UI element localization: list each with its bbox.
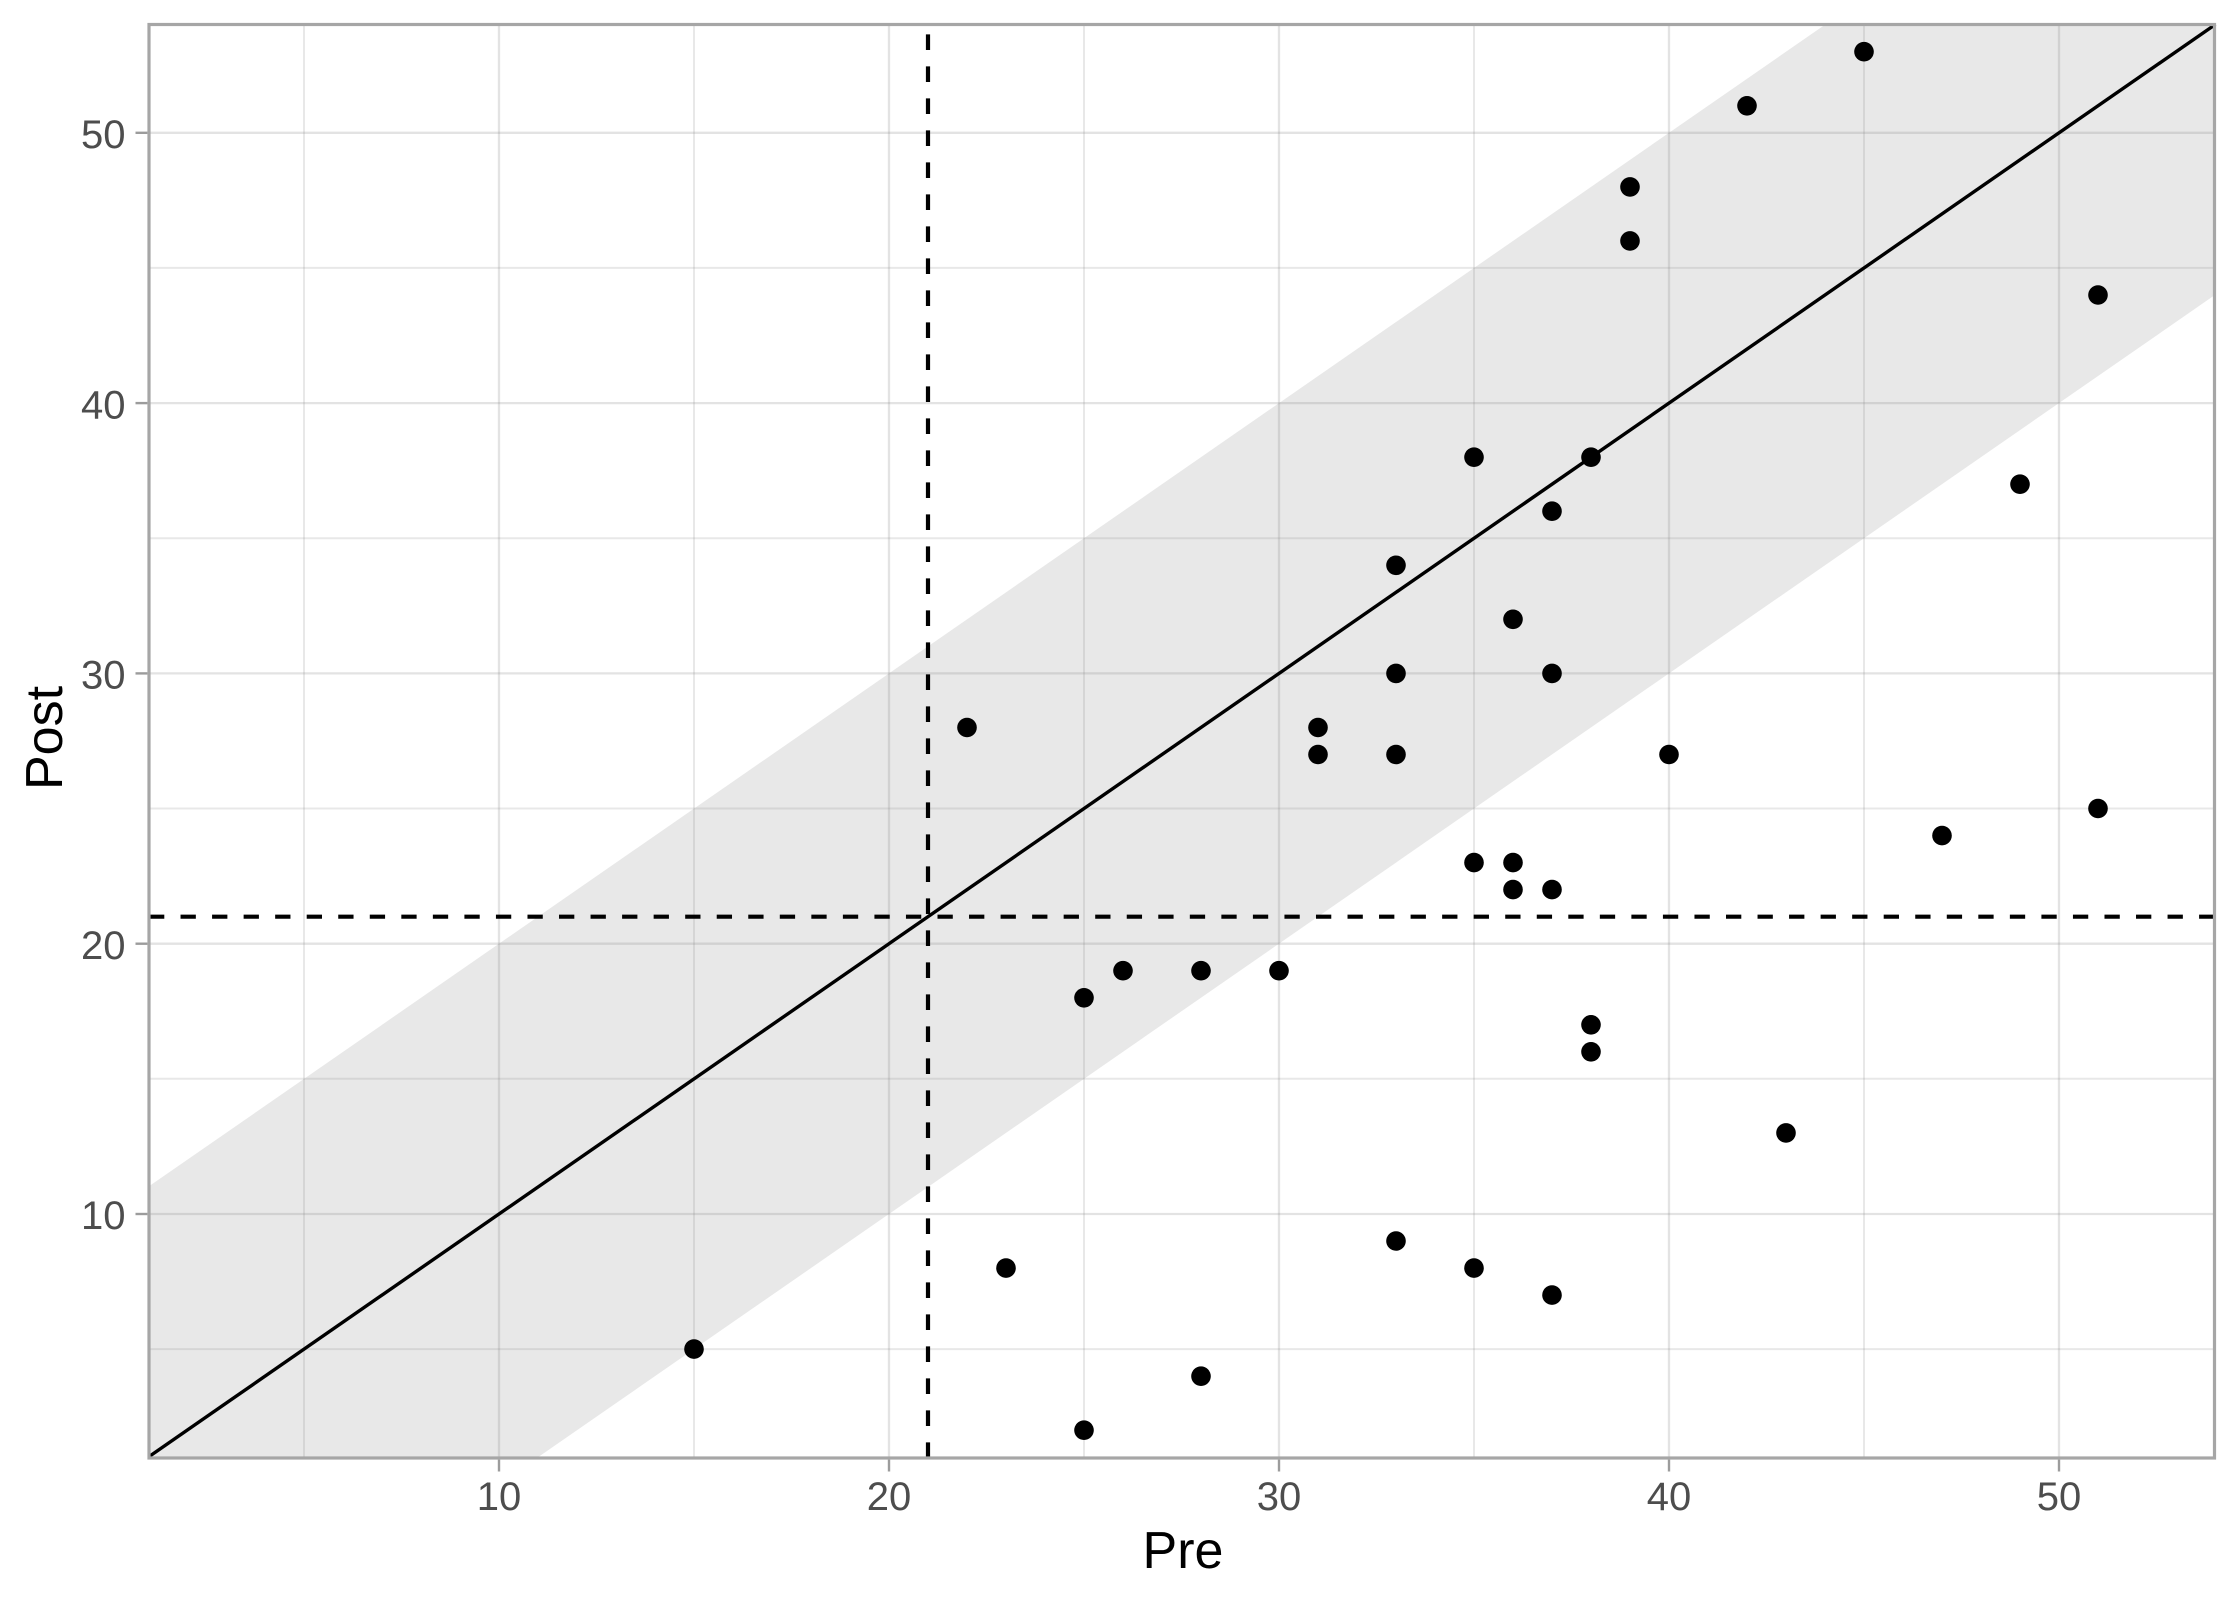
svg-text:30: 30 xyxy=(81,654,126,698)
svg-text:30: 30 xyxy=(1257,1475,1302,1519)
svg-text:20: 20 xyxy=(81,924,126,968)
svg-text:Pre: Pre xyxy=(1143,1522,1224,1580)
svg-text:50: 50 xyxy=(2037,1475,2082,1519)
svg-text:20: 20 xyxy=(867,1475,912,1519)
svg-text:Post: Post xyxy=(16,685,74,790)
svg-text:10: 10 xyxy=(477,1475,522,1519)
svg-text:40: 40 xyxy=(81,383,126,427)
svg-text:40: 40 xyxy=(1647,1475,1692,1519)
svg-text:10: 10 xyxy=(81,1194,126,1238)
svg-text:50: 50 xyxy=(81,113,126,157)
